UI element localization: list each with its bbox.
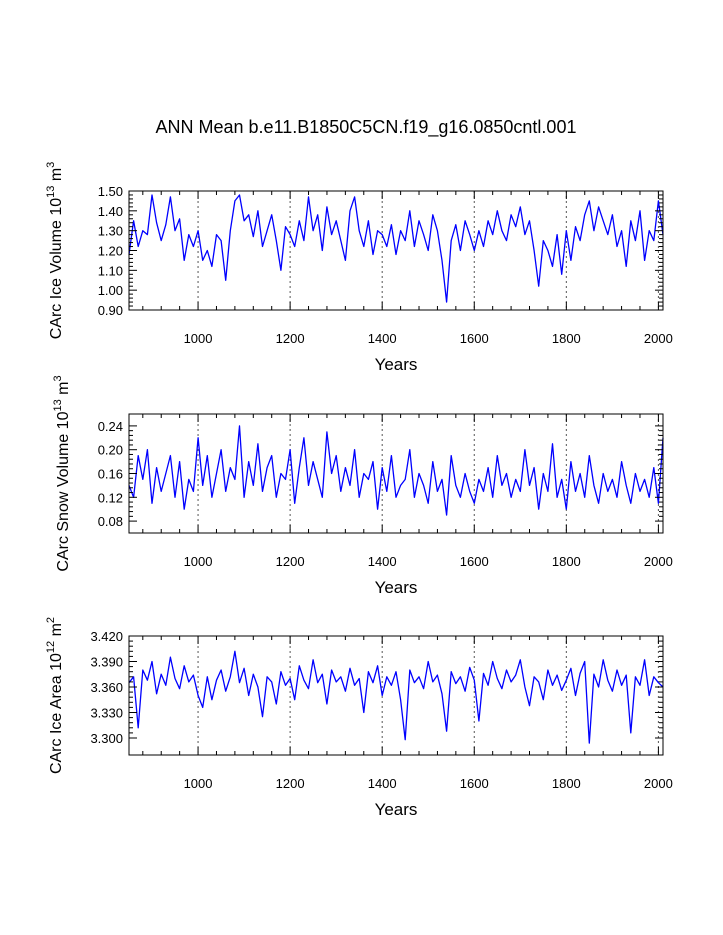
chart-0-y-axis-label-part: m <box>48 168 65 186</box>
chart-0-y-axis-label-part: 13 <box>45 186 57 198</box>
chart-0-xtick-label: 1600 <box>460 331 489 346</box>
chart-0-x-axis-label: Years <box>375 355 418 374</box>
chart-2-ytick-label: 3.300 <box>90 731 123 746</box>
figure-title: ANN Mean b.e11.B1850C5CN.f19_g16.0850cnt… <box>156 117 577 138</box>
chart-0-ytick-label: 1.10 <box>98 263 123 278</box>
chart-0-y-axis-label: CArc Ice Volume 1013 m3 <box>45 162 65 340</box>
chart-2-xtick-label: 1200 <box>276 776 305 791</box>
chart-2-y-axis-label-part: m <box>48 623 65 641</box>
chart-1-y-axis-label-part: m <box>55 382 72 400</box>
chart-1-series-line <box>128 425 664 516</box>
chart-0-ytick-label: 1.20 <box>98 244 123 259</box>
chart-0-xtick-label: 2000 <box>644 331 673 346</box>
chart-2-ytick-label: 3.390 <box>90 655 123 670</box>
chart-1-ytick-label: 0.16 <box>98 467 123 482</box>
chart-1-xtick-label: 1800 <box>552 554 581 569</box>
chart-2-series-line <box>128 650 664 744</box>
chart-2-xtick-label: 1600 <box>460 776 489 791</box>
chart-2-plot-frame <box>128 635 664 756</box>
ice-area-panel: 1000 1200 1400 1600 1800 2000 3.300 3.330 3.360 3… <box>45 617 673 819</box>
chart-0-series-line <box>128 194 664 303</box>
chart-1-y-axis-label-part: 3 <box>52 375 64 381</box>
chart-1-xtick-label: 1200 <box>276 554 305 569</box>
chart-2-xtick-label: 1000 <box>184 776 213 791</box>
chart-1-y-axis-label-part: 13 <box>52 399 64 411</box>
chart-1-x-axis-label: Years <box>375 578 418 597</box>
chart-1-y-axis-label-part: CArc Snow Volume 10 <box>55 411 72 571</box>
chart-2-ytick-label: 3.420 <box>90 629 123 644</box>
chart-1-xtick-label: 1600 <box>460 554 489 569</box>
chart-0-ytick-label: 1.50 <box>98 184 123 199</box>
chart-1-ytick-label: 0.12 <box>98 490 123 505</box>
chart-1-xtick-label: 1000 <box>184 554 213 569</box>
snow-volume-panel: 1000 1200 1400 1600 1800 2000 0.08 0.12 0.16 0.20… <box>52 375 673 597</box>
chart-2-x-axis-label: Years <box>375 800 418 819</box>
chart-1-ytick-label: 0.20 <box>98 443 123 458</box>
ice-volume-panel: 1000 1200 1400 1600 1800 2000 0.90 1.00 1.10 1.20… <box>45 162 673 374</box>
chart-0-ytick-label: 1.00 <box>98 283 123 298</box>
chart-0-xtick-label: 1000 <box>184 331 213 346</box>
chart-2-ytick-label: 3.330 <box>90 706 123 721</box>
chart-1-xtick-label: 1400 <box>368 554 397 569</box>
chart-1-ytick-label: 0.08 <box>98 514 123 529</box>
chart-2-y-axis-label-part: 12 <box>45 641 57 653</box>
chart-2-y-axis-label-part: 2 <box>45 617 57 623</box>
chart-2-ytick-label: 3.360 <box>90 680 123 695</box>
chart-0-xtick-label: 1200 <box>276 331 305 346</box>
chart-2-xtick-label: 1400 <box>368 776 397 791</box>
chart-2-xtick-label: 1800 <box>552 776 581 791</box>
chart-0-ytick-label: 1.30 <box>98 224 123 239</box>
chart-0-ytick-label: 0.90 <box>98 303 123 318</box>
chart-0-xtick-label: 1800 <box>552 331 581 346</box>
chart-1-xtick-label: 2000 <box>644 554 673 569</box>
chart-2-xtick-label: 2000 <box>644 776 673 791</box>
chart-0-xtick-label: 1400 <box>368 331 397 346</box>
chart-0-y-axis-label-part: 3 <box>45 162 57 168</box>
chart-1-y-axis-label: CArc Snow Volume 1013 m3 <box>52 375 72 571</box>
chart-0-ytick-label: 1.40 <box>98 204 123 219</box>
chart-2-y-axis-label-part: CArc Ice Area 10 <box>48 653 65 774</box>
chart-1-ytick-label: 0.24 <box>98 419 123 434</box>
chart-0-y-axis-label-part: CArc Ice Volume 10 <box>48 198 65 340</box>
chart-2-y-axis-label: CArc Ice Area 1012 m2 <box>45 617 65 774</box>
